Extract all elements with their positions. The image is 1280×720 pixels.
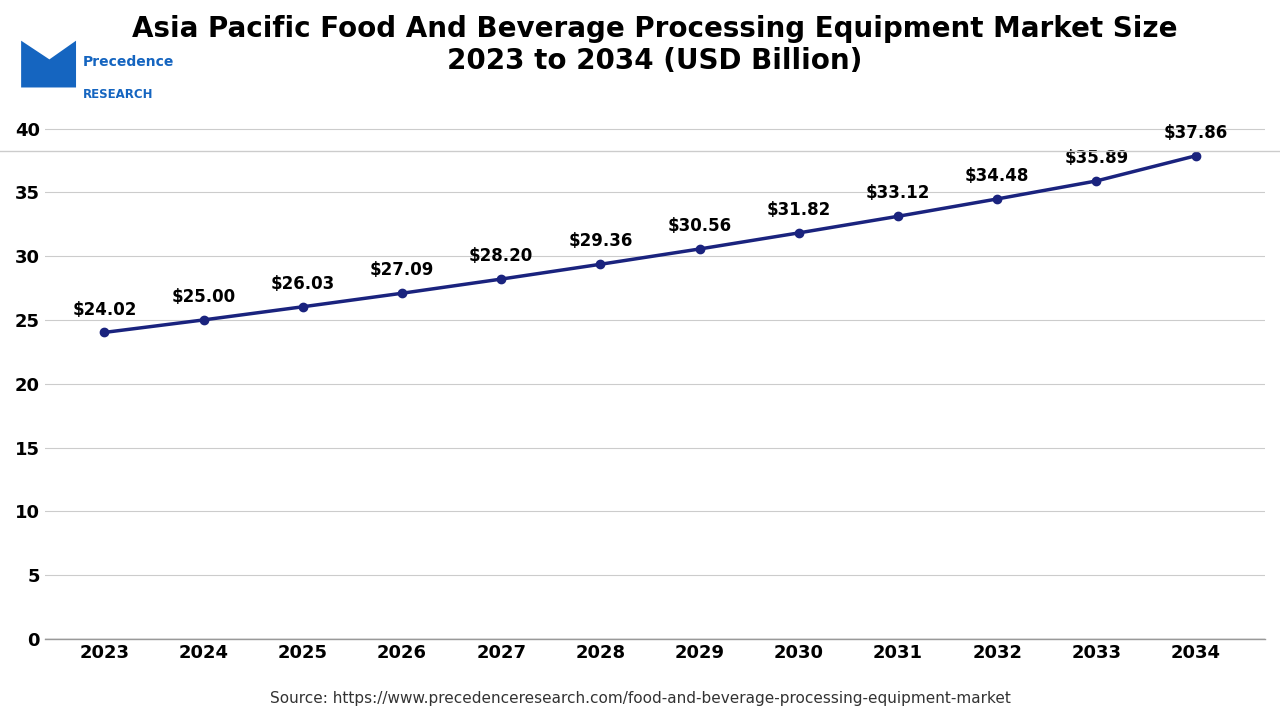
Text: $31.82: $31.82	[767, 201, 831, 219]
Polygon shape	[20, 41, 76, 87]
Text: $25.00: $25.00	[172, 288, 236, 306]
Title: Asia Pacific Food And Beverage Processing Equipment Market Size
2023 to 2034 (US: Asia Pacific Food And Beverage Processin…	[132, 15, 1178, 76]
Text: $29.36: $29.36	[568, 233, 632, 251]
Text: Source: https://www.precedenceresearch.com/food-and-beverage-processing-equipmen: Source: https://www.precedenceresearch.c…	[270, 690, 1010, 706]
Text: $28.20: $28.20	[468, 247, 534, 265]
Text: $33.12: $33.12	[865, 184, 931, 202]
Text: $35.89: $35.89	[1064, 149, 1129, 167]
Text: $26.03: $26.03	[270, 275, 335, 293]
Text: $34.48: $34.48	[965, 167, 1029, 185]
Text: Precedence: Precedence	[83, 55, 174, 69]
Text: $27.09: $27.09	[370, 261, 434, 279]
Text: RESEARCH: RESEARCH	[83, 88, 154, 101]
Text: $30.56: $30.56	[667, 217, 732, 235]
Text: $24.02: $24.02	[72, 300, 137, 318]
Text: $37.86: $37.86	[1164, 124, 1228, 142]
